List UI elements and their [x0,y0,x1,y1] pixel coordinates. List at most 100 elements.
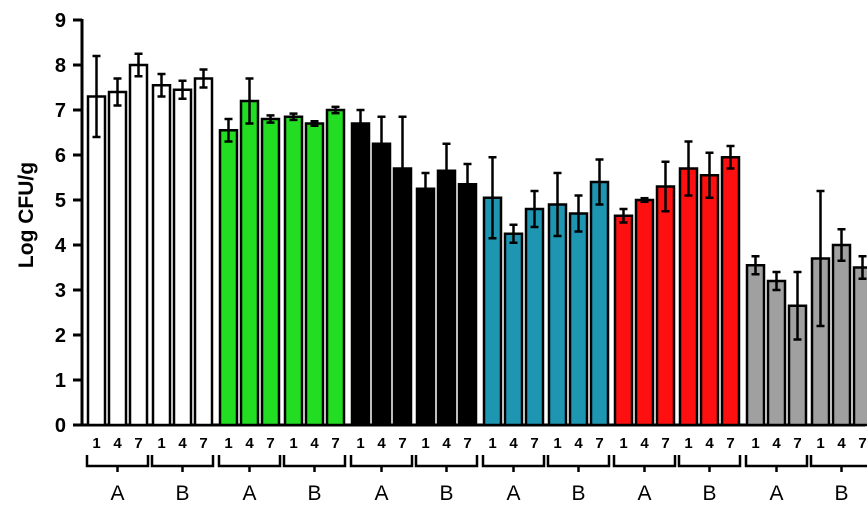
bar [172,88,193,427]
x-category-label: 7 [858,435,866,452]
y-tick-label: 6 [55,145,66,167]
x-category-label: 7 [134,435,142,452]
y-tick-label: 5 [55,190,66,212]
y-tick-label: 8 [55,55,66,77]
x-category-label: 4 [837,435,846,452]
subgroup-label: A [110,482,124,505]
bar [128,63,149,427]
y-tick-label: 4 [55,235,67,257]
bar [283,115,304,427]
y-axis-title: Log CFU/g [15,162,38,268]
bar [107,90,128,427]
x-category-label: 1 [224,435,232,452]
bar [457,183,478,427]
x-category-label: 7 [530,435,538,452]
y-tick-label: 7 [55,100,66,122]
subgroup-bracket [349,455,414,472]
bar [350,122,371,427]
x-category-label: 1 [157,435,165,452]
bar [655,185,676,427]
bar [745,264,766,427]
subgroup-label: A [769,482,783,505]
subgroup-bracket [612,455,677,472]
subgroup-bracket [677,455,742,472]
x-category-label: 1 [684,435,692,452]
bar [193,77,214,427]
x-category-label: 1 [356,435,364,452]
y-tick-label: 3 [55,280,66,302]
bar [371,142,392,427]
y-tick-label: 9 [55,10,66,32]
x-category-label: 7 [398,435,406,452]
x-category-label: 7 [199,435,207,452]
x-category-label: 4 [310,435,319,452]
bar [503,232,524,427]
bar [568,212,589,427]
subgroup-bracket [217,455,282,472]
bar [304,122,325,427]
x-category-label: 1 [421,435,429,452]
subgroup-label: B [702,482,716,505]
subgroup-bracket [546,455,611,472]
x-category-label: 4 [245,435,254,452]
x-category-label: 4 [509,435,518,452]
y-tick-label: 1 [55,370,66,392]
bar [589,180,610,427]
x-category-label: 7 [331,435,339,452]
x-category-label: 1 [289,435,297,452]
bar [415,187,436,427]
x-category-label: 4 [574,435,583,452]
x-category-label: 4 [772,435,781,452]
bar [613,214,634,427]
subgroup-label: B [571,482,585,505]
subgroup-bracket [85,455,150,472]
subgroup-label: B [307,482,321,505]
bar [325,108,346,427]
bar [852,266,867,427]
bar [524,207,545,427]
bar [766,279,787,427]
x-category-label: 1 [553,435,561,452]
subgroup-bracket [744,455,809,472]
bar [151,84,172,427]
x-category-label: 1 [751,435,759,452]
subgroup-label: A [374,482,388,505]
x-category-label: 1 [488,435,496,452]
y-tick-label: 2 [55,325,66,347]
subgroup-label: A [637,482,651,505]
x-category-label: 7 [463,435,471,452]
x-category-label: 4 [113,435,122,452]
x-category-label: 4 [640,435,649,452]
x-category-label: 1 [92,435,100,452]
bar [699,174,720,427]
subgroup-bracket [414,455,479,472]
bar [436,169,457,427]
bar [260,117,281,427]
subgroup-label: A [242,482,256,505]
bar [720,156,741,427]
subgroup-bracket [809,455,867,472]
x-category-label: 1 [619,435,627,452]
subgroup-label: B [175,482,189,505]
bar [218,129,239,427]
bar [86,95,107,427]
subgroup-label: B [834,482,848,505]
subgroup-bracket [481,455,546,472]
x-axis-labels: 1 4 7A1 4 7B1 4 7A1 4 7B1 4 7A1 4 7B1 4 7A1 4 7B1 4 7A1 4 7B… [85,435,867,505]
bar [634,198,655,427]
subgroup-bracket [282,455,347,472]
x-category-label: 7 [595,435,603,452]
x-category-label: 7 [661,435,669,452]
subgroup-label: B [439,482,453,505]
x-category-label: 7 [793,435,801,452]
x-category-label: 4 [377,435,386,452]
subgroup-label: A [506,482,520,505]
x-category-label: 4 [705,435,714,452]
subgroup-bracket [150,455,215,472]
x-category-label: 7 [726,435,734,452]
bar [239,99,260,427]
bar [547,203,568,427]
x-category-label: 4 [178,435,187,452]
bar-series [86,52,867,427]
